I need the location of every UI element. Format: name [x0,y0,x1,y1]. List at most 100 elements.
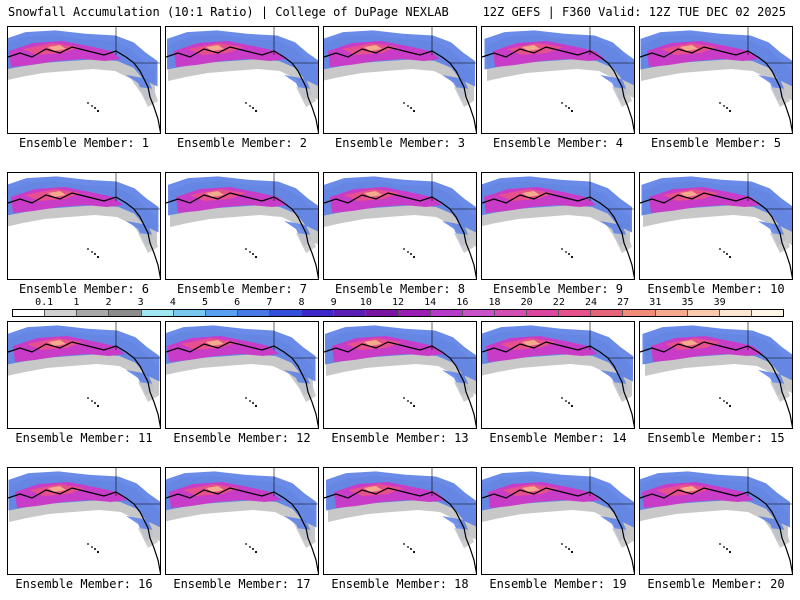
colorbar-tick-label: 35 [681,297,694,308]
colorbar-tick-label: 18 [488,297,501,308]
snowfall-map [7,26,161,134]
ensemble-panel-6: Ensemble Member: 6 [7,172,161,304]
map-graphic [8,27,160,133]
ensemble-member-label: Ensemble Member: 19 [489,577,627,591]
colorbar-swatch [462,310,495,316]
ensemble-panel-10: Ensemble Member: 10 [639,172,793,304]
colorbar-tick-label: 31 [649,297,662,308]
ensemble-panel-9: Ensemble Member: 9 [481,172,635,304]
colorbar-tick-label: 24 [584,297,598,308]
colorbar-tick-label: 4 [169,297,176,308]
map-graphic [166,468,318,574]
map-graphic [8,468,160,574]
map-graphic [166,322,318,428]
colorbar-swatch [13,310,46,316]
colorbar-tick-label: 8 [298,297,305,308]
map-graphic [640,27,792,133]
ensemble-member-label: Ensemble Member: 17 [173,577,311,591]
snowfall-colorbar: 0.1 1 2 3 4 5 6 7 8 9 10 12 14 16 18 20 22 24 27 31 35 39 [12,297,784,319]
map-graphic [166,173,318,279]
map-graphic [324,173,476,279]
ensemble-member-label: Ensemble Member: 20 [647,577,785,591]
colorbar-tick-label: 2 [105,297,112,308]
colorbar-swatches [12,309,784,317]
ensemble-panel-8: Ensemble Member: 8 [323,172,477,304]
colorbar-tick-label: 0.1 [35,297,54,308]
ensemble-member-label: Ensemble Member: 9 [492,282,624,296]
ensemble-panel-19: Ensemble Member: 19 [481,467,635,599]
ensemble-member-label: Ensemble Member: 13 [331,431,469,445]
map-graphic [166,27,318,133]
map-graphic [324,322,476,428]
colorbar-swatch [173,310,206,316]
ensemble-panel-5: Ensemble Member: 5 [639,26,793,158]
ensemble-member-label: Ensemble Member: 2 [176,136,308,150]
snowfall-map [323,172,477,280]
ensemble-panel-15: Ensemble Member: 15 [639,321,793,453]
ensemble-member-label: Ensemble Member: 6 [18,282,150,296]
snowfall-map [639,172,793,280]
snowfall-map [165,26,319,134]
map-graphic [8,322,160,428]
colorbar-swatch [494,310,527,316]
snowfall-map [165,467,319,575]
colorbar-swatch [237,310,270,316]
colorbar-tick-label: 10 [359,297,372,308]
colorbar-swatch [205,310,238,316]
ensemble-panel-14: Ensemble Member: 14 [481,321,635,453]
colorbar-swatch [398,310,431,316]
snowfall-map [639,26,793,134]
ensemble-panel-12: Ensemble Member: 12 [165,321,319,453]
snowfall-map [7,467,161,575]
model-run-info: 12Z GEFS | F360 Valid: 12Z TUE DEC 02 20… [482,5,786,19]
colorbar-labels: 0.1 1 2 3 4 5 6 7 8 9 10 12 14 16 18 20 22 24 27 31 35 39 [12,297,784,309]
ensemble-member-label: Ensemble Member: 8 [334,282,466,296]
colorbar-swatch [366,310,399,316]
snowfall-map [165,321,319,429]
colorbar-tick-label: 9 [330,297,337,308]
colorbar-tick-label: 12 [391,297,405,308]
map-graphic [640,173,792,279]
colorbar-swatch [751,310,783,316]
map-graphic [8,173,160,279]
colorbar-tick-label: 6 [234,297,241,308]
colorbar-tick-label: 7 [266,297,273,308]
ensemble-member-label: Ensemble Member: 14 [489,431,627,445]
ensemble-panel-13: Ensemble Member: 13 [323,321,477,453]
colorbar-tick-label: 1 [73,297,80,308]
colorbar-tick-label: 39 [713,297,726,308]
snowfall-map [323,26,477,134]
colorbar-tick-label: 16 [456,297,469,308]
map-title: Snowfall Accumulation (10:1 Ratio) | Col… [8,5,449,19]
ensemble-member-label: Ensemble Member: 10 [647,282,785,296]
ensemble-panel-1: Ensemble Member: 1 [7,26,161,158]
ensemble-panel-3: Ensemble Member: 3 [323,26,477,158]
colorbar-tick-label: 3 [137,297,144,308]
colorbar-swatch [687,310,720,316]
map-graphic [324,468,476,574]
ensemble-panel-16: Ensemble Member: 16 [7,467,161,599]
map-graphic [482,468,634,574]
snowfall-map [481,172,635,280]
colorbar-swatch [591,310,624,316]
snowfall-map [7,321,161,429]
colorbar-swatch [430,310,463,316]
ensemble-panel-18: Ensemble Member: 18 [323,467,477,599]
snowfall-map [481,467,635,575]
ensemble-member-label: Ensemble Member: 7 [176,282,308,296]
map-graphic [640,322,792,428]
snowfall-map [481,26,635,134]
snowfall-map [323,321,477,429]
map-graphic [482,322,634,428]
snowfall-map [481,321,635,429]
snowfall-map [165,172,319,280]
colorbar-swatch [77,310,110,316]
ensemble-member-label: Ensemble Member: 1 [18,136,150,150]
header: Snowfall Accumulation (10:1 Ratio) | Col… [0,0,800,22]
colorbar-swatch [109,310,142,316]
ensemble-member-label: Ensemble Member: 18 [331,577,469,591]
ensemble-member-label: Ensemble Member: 3 [334,136,466,150]
colorbar-swatch [270,310,303,316]
colorbar-swatch [527,310,560,316]
snowfall-map [639,321,793,429]
